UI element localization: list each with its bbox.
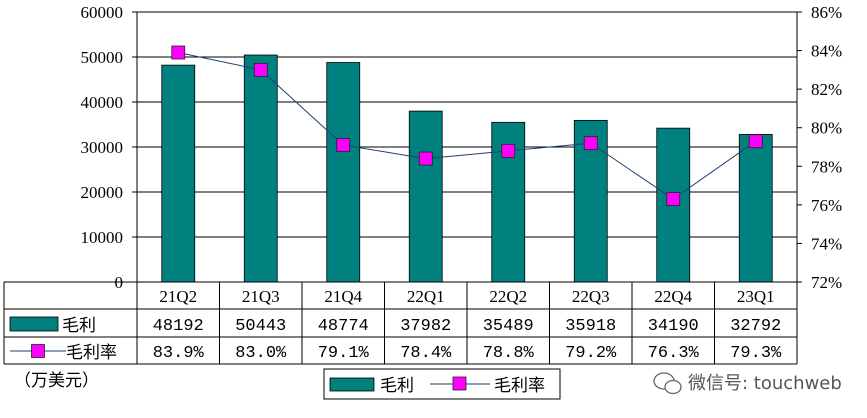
- watermark: 微信号: touchweb: [653, 372, 842, 395]
- row-marker-swatch: [31, 344, 45, 358]
- row-bar-swatch: [9, 316, 59, 332]
- legend: 毛利 毛利率: [323, 368, 561, 400]
- margin-line: [178, 52, 757, 200]
- bar-value-cell: 48774: [318, 317, 369, 336]
- row-label-line: 毛利率: [66, 343, 117, 363]
- right-tick-label: 72%: [811, 273, 842, 292]
- bar-value-cell: 50443: [235, 317, 286, 336]
- left-tick-label: 60000: [81, 3, 124, 22]
- wechat-icon: [653, 372, 682, 395]
- line-marker: [253, 62, 268, 77]
- bar-series: [161, 54, 773, 283]
- right-tick-label: 74%: [811, 234, 842, 253]
- bar-value-cell: 34190: [648, 317, 699, 336]
- left-tick-label: 50000: [81, 48, 124, 67]
- left-tick-label: 10000: [81, 228, 124, 247]
- line-marker: [748, 134, 763, 149]
- line-marker: [583, 136, 598, 151]
- bar-value-cell: 32792: [730, 317, 781, 336]
- bar-value-cell: 35918: [565, 317, 616, 336]
- line-marker: [171, 45, 186, 60]
- category-label: 22Q1: [407, 287, 445, 306]
- legend-bar-swatch: [329, 377, 375, 392]
- gridlines: [137, 11, 797, 238]
- line-value-cell: 78.4%: [400, 344, 452, 363]
- right-tick-label: 76%: [811, 196, 842, 215]
- line-series: [171, 45, 763, 206]
- line-value-cell: 78.8%: [483, 344, 535, 363]
- right-tick-label: 82%: [811, 80, 842, 99]
- bar-value-cell: 48192: [153, 317, 204, 336]
- line-value-cell: 79.3%: [730, 344, 782, 363]
- row-label-bar: 毛利: [62, 316, 96, 336]
- left-tick-label: 20000: [81, 183, 124, 202]
- right-tick-label: 80%: [811, 119, 842, 138]
- data-table: 21Q2 21Q3 21Q4 22Q1 22Q2 22Q3 22Q4 23Q1 毛利 48192 5…: [3, 281, 798, 365]
- unit-label: （万美元）: [14, 371, 99, 391]
- bar: [738, 134, 773, 283]
- left-tick-label: 40000: [81, 93, 124, 112]
- bar-value-cell: 37982: [400, 317, 451, 336]
- bar: [243, 54, 278, 283]
- line-value-cell: 76.3%: [648, 344, 700, 363]
- line-value-cell: 83.0%: [235, 344, 287, 363]
- category-label: 22Q4: [654, 287, 692, 306]
- line-marker: [501, 143, 516, 158]
- right-tick-label: 78%: [811, 157, 842, 176]
- right-tick-label: 86%: [811, 3, 842, 22]
- line-marker: [336, 138, 351, 152]
- category-label: 22Q3: [572, 287, 610, 306]
- line-marker: [666, 192, 681, 206]
- line-value-cell: 79.2%: [565, 344, 617, 363]
- line-value-cell: 83.9%: [153, 344, 205, 363]
- category-label: 21Q3: [242, 287, 280, 306]
- line-value-cell: 79.1%: [318, 344, 370, 363]
- bar: [161, 64, 196, 283]
- bar: [326, 62, 361, 283]
- left-tick-label: 30000: [81, 138, 124, 157]
- right-tick-label: 84%: [811, 42, 842, 61]
- legend-item-line: 毛利率: [494, 376, 545, 396]
- bar: [408, 110, 443, 283]
- legend-item-bar: 毛利: [380, 376, 414, 396]
- bar-value-cell: 35489: [483, 317, 534, 336]
- category-label: 23Q1: [737, 287, 775, 306]
- category-label: 21Q2: [159, 287, 197, 306]
- category-label: 22Q2: [489, 287, 527, 306]
- category-label: 21Q4: [324, 287, 362, 306]
- legend-marker-swatch: [452, 376, 467, 391]
- line-marker: [418, 151, 433, 166]
- watermark-text: 微信号: touchweb: [688, 373, 842, 394]
